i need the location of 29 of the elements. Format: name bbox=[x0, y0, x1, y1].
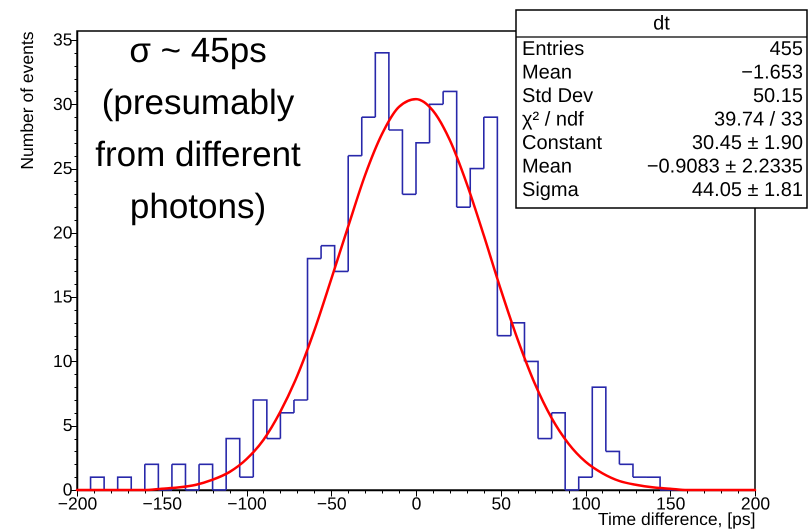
annotation: 39.74 / 33 bbox=[714, 108, 803, 130]
annotation: Entries bbox=[522, 38, 584, 60]
y-tick-label: 10 bbox=[53, 350, 73, 371]
annotation: dt bbox=[653, 12, 670, 34]
y-tick-label: 20 bbox=[53, 222, 73, 242]
y-tick-label: 30 bbox=[53, 94, 73, 114]
x-tick-label: 50 bbox=[492, 494, 512, 514]
y-tick-label: 35 bbox=[53, 30, 72, 50]
x-tick-label: −150 bbox=[142, 494, 182, 514]
annotation: 30.45 ± 1.90 bbox=[692, 132, 803, 154]
annotation: Sigma bbox=[522, 179, 580, 201]
annotation: Mean bbox=[522, 62, 572, 84]
annotation: −0.9083 ± 2.2335 bbox=[646, 156, 803, 178]
y-tick-label: 5 bbox=[62, 415, 72, 436]
y-tick-label: 15 bbox=[53, 286, 72, 307]
y-tick-label: 25 bbox=[53, 158, 72, 178]
x-tick-label: 0 bbox=[412, 494, 422, 514]
annotation: 50.15 bbox=[752, 85, 803, 107]
x-tick-label: −100 bbox=[227, 494, 267, 514]
annotation: σ ~ 45ps (presumably from different photons) bbox=[95, 31, 302, 226]
annotation: 44.05 ± 1.81 bbox=[692, 179, 803, 201]
annotation: χ² / ndf bbox=[522, 108, 584, 130]
annotation: Std Dev bbox=[522, 85, 594, 107]
annotation: −1.653 bbox=[741, 62, 803, 84]
y-axis-title: Number of events bbox=[17, 31, 38, 170]
x-tick-label: −50 bbox=[316, 494, 347, 514]
annotation: Mean bbox=[522, 156, 572, 178]
text: 455 bbox=[770, 38, 803, 60]
annotation: Constant bbox=[522, 132, 602, 154]
